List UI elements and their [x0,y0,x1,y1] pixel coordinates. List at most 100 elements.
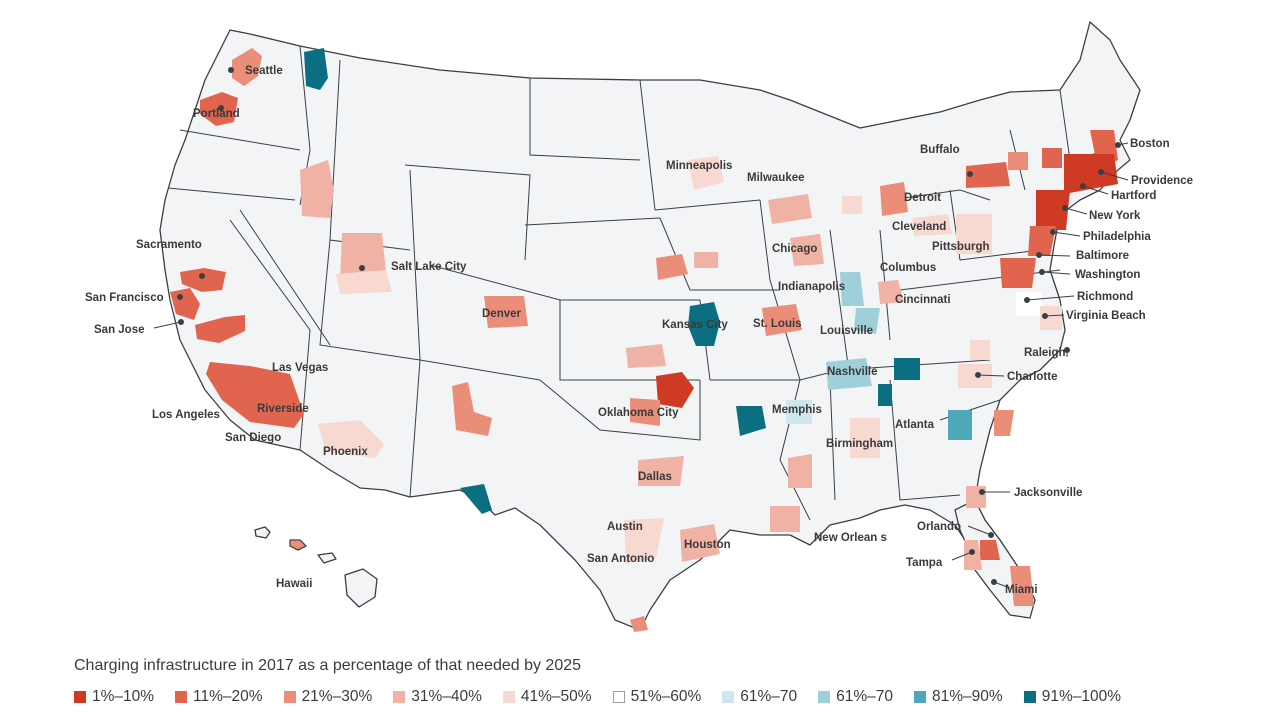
region-birmingham [850,418,880,458]
label-detroit: Detroit [904,192,941,204]
label-san-diego: San Diego [225,432,281,444]
label-buffalo: Buffalo [920,144,960,156]
label-providence: Providence [1131,175,1193,187]
label-kansas-city: Kansas City [662,319,728,331]
region-louisville [854,308,880,334]
region-seattle-teal [304,48,328,90]
label-charlotte: Charlotte [1007,371,1057,383]
label-san-francisco: San Francisco [85,292,164,304]
label-virginia-beach: Virginia Beach [1066,310,1146,322]
legend-swatch [283,691,296,703]
region-virginia-beach [1040,306,1062,330]
label-cleveland: Cleveland [892,221,946,233]
label-jacksonville: Jacksonville [1014,487,1082,499]
city-labels: Seattle Portland Sacramento San Francisc… [85,65,1193,596]
legend-label: 1%–10% [92,688,155,705]
region-michigan [842,196,862,214]
region-albany [1042,148,1062,168]
label-oklahoma-city: Oklahoma City [598,407,679,419]
legend-swatch [175,691,188,703]
region-jackson [788,454,812,488]
legend-item: 61%–70 [722,688,797,706]
legend-label: 31%–40% [411,688,482,705]
region-oklahoma-city [656,372,694,408]
legend-item: 1%–10% [74,688,154,706]
region-raleigh [970,340,990,360]
label-hartford: Hartford [1111,190,1156,202]
label-columbus: Columbus [880,262,936,274]
region-knoxville [894,358,920,380]
label-houston: Houston [684,539,731,551]
label-philadelphia: Philadelphia [1083,231,1151,243]
label-cincinnati: Cincinnati [895,294,951,306]
region-cleveland [912,214,952,236]
label-baltimore: Baltimore [1076,250,1129,262]
region-cincinnati [878,280,904,304]
label-milwaukee: Milwaukee [747,172,805,184]
region-seattle [232,48,262,86]
region-el-paso [460,484,492,514]
legend-swatch [1023,691,1036,703]
legend-swatch [74,691,86,703]
label-washington: Washington [1075,269,1140,281]
region-wichita [626,344,666,368]
legend-label: 61%–70 [836,688,894,705]
region-rochester [1008,152,1028,170]
region-columbia [948,410,972,440]
label-denver: Denver [482,308,522,320]
region-omaha [656,254,688,280]
legend-swatch [612,691,625,703]
region-new-england [1064,154,1118,194]
legend: 1%–10% 11%–20% 21%–30% 31%–40% 41%–50% 51%–60… [74,688,1142,706]
region-kansas-city [688,302,720,346]
label-las-vegas: Las Vegas [272,362,328,374]
label-atlanta: Atlanta [895,419,935,431]
region-dallas [638,456,684,486]
legend-item: 81%–90% [914,688,1003,706]
region-charlotte [958,364,992,388]
legend-label: 81%–90% [932,688,1003,705]
region-atlanta [900,410,930,440]
legend-item: 31%–40% [393,688,482,706]
region-sacramento [180,268,226,292]
region-miami [1010,566,1034,606]
region-chattanooga [878,384,892,406]
label-phoenix: Phoenix [323,446,368,458]
region-indianapolis [840,272,864,306]
label-riverside: Riverside [257,403,309,415]
label-new-orleans: New Orlean s [814,532,887,544]
region-minneapolis [688,156,724,190]
legend-item: 41%–50% [502,688,592,706]
region-milwaukee [768,194,812,224]
label-orlando: Orlando [917,521,961,533]
label-salt-lake-city: Salt Lake City [391,261,467,273]
region-boise [300,160,334,218]
region-philadelphia [1028,226,1056,256]
label-miami: Miami [1005,584,1038,596]
region-baltimore [1000,258,1036,288]
label-birmingham: Birmingham [826,438,893,450]
us-map: Seattle Portland Sacramento San Francisc… [85,21,1193,632]
legend-swatch [818,691,831,703]
label-dallas: Dallas [638,471,672,483]
legend-title: Charging infrastructure in 2017 as a per… [74,657,582,674]
region-tampa [964,540,982,570]
legend-swatch [914,691,927,703]
label-san-jose: San Jose [94,324,145,336]
legend-swatch [502,691,515,703]
label-indianapolis: Indianapolis [778,281,845,293]
label-seattle: Seattle [245,65,283,77]
region-richmond-white [1016,292,1042,316]
legend-label: 91%–100% [1041,688,1121,705]
legend-label: 41%–50% [520,688,592,705]
label-chicago: Chicago [772,243,817,255]
label-san-antonio: San Antonio [587,553,654,565]
label-minneapolis: Minneapolis [666,160,732,172]
label-boston: Boston [1130,138,1170,150]
region-okc-tulsa [630,398,660,426]
region-st-louis [762,304,802,336]
legend-item: 11%–20% [175,688,263,706]
region-memphis [786,400,812,424]
region-phoenix [318,420,384,458]
region-chicago [790,234,824,266]
